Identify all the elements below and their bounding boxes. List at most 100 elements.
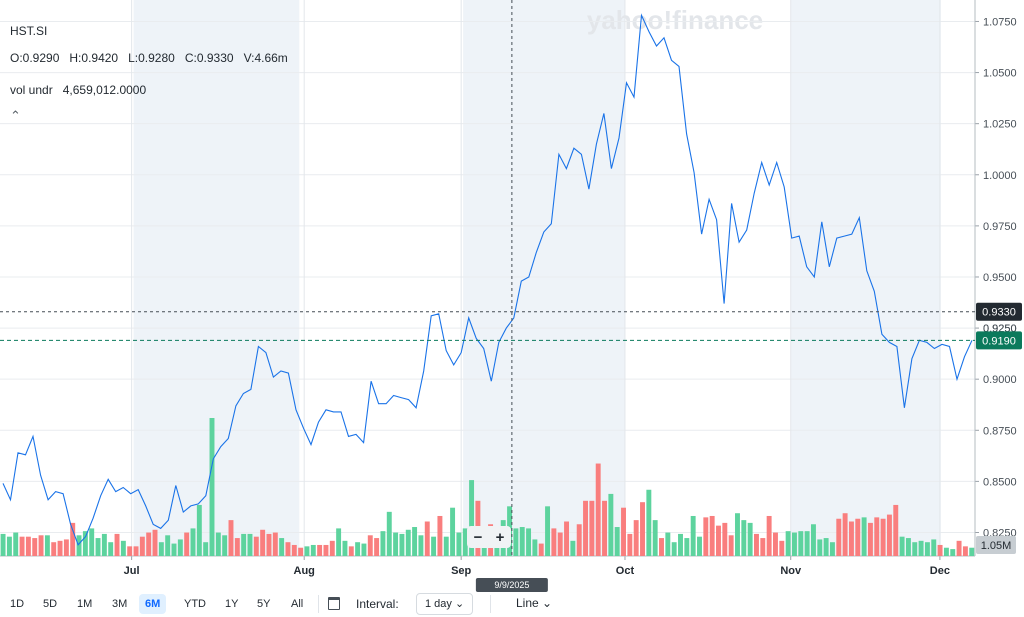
range-5d-button[interactable]: 5D (43, 598, 58, 610)
volume-bar (291, 544, 297, 556)
volume-bar (741, 520, 747, 556)
interval-label: Interval: (356, 597, 399, 611)
volume-bar (298, 547, 304, 556)
volume-bar (557, 532, 563, 556)
volume-bar (63, 539, 69, 556)
volume-bar (671, 542, 677, 556)
volume-bar (589, 500, 595, 556)
volume-bar (513, 528, 519, 556)
volume-bar (956, 540, 962, 556)
volume-bar (285, 542, 291, 556)
volume-bar (709, 515, 715, 556)
volume-bar (684, 538, 690, 556)
volume-bar (931, 539, 937, 556)
volume-bar (640, 502, 645, 556)
volume-bar (329, 540, 335, 556)
volume-bar (754, 533, 759, 556)
volume-bar (450, 507, 456, 556)
volume-bar (899, 536, 905, 556)
volume-bar (469, 480, 475, 556)
volume-bar (374, 538, 380, 556)
high-value: H:0.9420 (69, 51, 119, 65)
volume-bar (576, 524, 582, 556)
volume-bar (861, 517, 867, 556)
price-chart[interactable]: yahoo!finance0.82500.85000.87500.90000.9… (0, 0, 1024, 592)
chart-type-dropdown[interactable]: Line ⌄ (508, 593, 560, 613)
volume-bar (728, 535, 734, 556)
ticker-symbol: HST.SI (10, 24, 48, 38)
volume-bar (595, 463, 601, 556)
volume-bar (431, 536, 437, 556)
volume-bar (564, 521, 570, 556)
volume-bar (646, 489, 652, 556)
volume-bar (791, 532, 797, 556)
volume-bar (659, 538, 664, 556)
volume-bar (462, 528, 468, 556)
volume-bar (810, 524, 816, 556)
volume-bar (602, 500, 607, 556)
volume-bar (627, 533, 633, 556)
volume-bar (25, 536, 31, 556)
chevron-down-icon: ⌄ (454, 598, 465, 610)
volume-bar (652, 520, 658, 556)
volume-bar (317, 544, 323, 556)
volume-bar (583, 500, 588, 556)
volume-bar (855, 518, 861, 556)
volume-bar (120, 540, 126, 556)
volume-bar (247, 533, 253, 556)
volume-bar (697, 536, 702, 556)
volume-bar (266, 533, 272, 556)
x-tick-label: Aug (294, 565, 315, 577)
zoom-controls: − + (467, 526, 511, 548)
volume-bar (608, 493, 614, 556)
volume-bar (779, 540, 785, 556)
range-6m-button[interactable]: 6M (139, 594, 167, 614)
volume-bar (228, 520, 234, 556)
volume-bar (171, 543, 177, 556)
range-1d-button[interactable]: 1D (10, 598, 25, 610)
interval-dropdown[interactable]: 1 day ⌄ (416, 593, 474, 615)
volume-bar (19, 536, 25, 556)
range-ytd-button[interactable]: YTD (184, 598, 206, 610)
volume-scale-label: 1.05M (981, 540, 1012, 552)
zoom-out-button[interactable]: − (473, 528, 483, 546)
volume-bar (570, 540, 576, 556)
volume-bar (722, 522, 728, 556)
range-3m-button[interactable]: 3M (112, 598, 128, 610)
volume-bar (848, 521, 854, 556)
volume-bar (804, 531, 810, 556)
volume-bar (443, 536, 449, 556)
y-tick-label: 0.9000 (983, 374, 1017, 386)
volume-bar (842, 513, 848, 556)
range-all-button[interactable]: All (291, 598, 304, 610)
volume-bar (272, 532, 278, 556)
volume-bar (13, 532, 19, 556)
volume-bar (70, 522, 76, 556)
volume-bar (165, 535, 171, 556)
range-1y-button[interactable]: 1Y (225, 598, 239, 610)
zoom-in-button[interactable]: + (495, 528, 505, 546)
month-shade (463, 0, 625, 556)
volume-bar (279, 538, 285, 556)
range-1m-button[interactable]: 1M (77, 598, 93, 610)
range-5y-button[interactable]: 5Y (257, 598, 271, 610)
chart-toolbar: 1D 5D 1M 3M 6M YTD 1Y 5Y All Interval: 1… (0, 592, 1024, 617)
volume-bar (703, 517, 709, 556)
volume-bar (82, 531, 88, 556)
volume-bar (538, 543, 544, 556)
volume-bar (760, 538, 766, 556)
volume-bar (633, 520, 639, 556)
x-tick-label: Sep (451, 565, 471, 577)
volume-bar (6, 536, 12, 556)
volume-bar (177, 539, 183, 556)
volume-bar (209, 418, 215, 556)
chevron-up-icon[interactable]: ⌃ (10, 108, 21, 123)
volume-bar (829, 542, 835, 556)
indicator-legend[interactable]: vol undr 4,659,012.0000 (10, 83, 146, 97)
volume-bar (405, 529, 411, 556)
calendar-icon[interactable] (328, 597, 340, 610)
volume-bar (418, 535, 424, 556)
y-tick-label: 1.0250 (983, 119, 1017, 131)
volume-bar (526, 528, 532, 556)
volume-bar (614, 527, 620, 556)
